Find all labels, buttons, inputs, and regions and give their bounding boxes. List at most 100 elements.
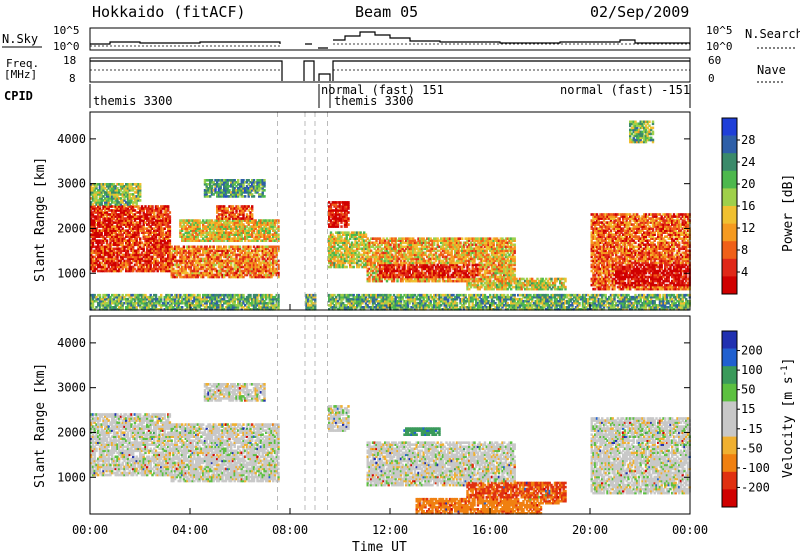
power-cell [116, 197, 119, 200]
power-cell [149, 269, 152, 273]
power-cell [119, 233, 123, 236]
power-cell [144, 259, 147, 263]
power-cell [91, 265, 95, 269]
power-cell [118, 217, 121, 220]
power-cell [205, 267, 208, 271]
power-cell [137, 299, 140, 303]
power-cell [139, 223, 142, 226]
power-cell [217, 263, 221, 267]
power-cell [184, 299, 187, 303]
power-cell [196, 306, 200, 309]
power-cell [137, 259, 140, 263]
power-cell [91, 306, 95, 309]
power-cell [175, 308, 179, 311]
power-cell [125, 259, 128, 263]
power-cell [123, 217, 126, 220]
power-cell [102, 308, 105, 311]
nave-label: Nave [757, 63, 786, 77]
power-cell [135, 293, 138, 297]
power-cell [133, 267, 137, 271]
power-cell [111, 301, 114, 305]
power-cell [119, 193, 123, 196]
power-cell [160, 211, 163, 214]
power-cell [165, 304, 168, 307]
power-cell [184, 265, 187, 269]
power-cell [121, 221, 124, 224]
power-cell [107, 301, 110, 305]
power-cell [212, 255, 215, 259]
power-cell [189, 293, 193, 297]
power-cell [179, 249, 182, 253]
power-cell [118, 253, 121, 257]
power-cell [133, 205, 137, 208]
power-cell [172, 295, 175, 299]
power-cell [209, 265, 212, 269]
power-cell [91, 263, 95, 267]
nave-tick-60: 60 [708, 54, 721, 67]
power-cell [175, 249, 179, 253]
power-cell [132, 209, 135, 212]
power-cell [217, 259, 221, 263]
power-cell [109, 213, 112, 216]
power-cell [179, 301, 182, 305]
power-cell [132, 247, 135, 251]
power-cell [182, 249, 186, 253]
power-cell [203, 189, 207, 192]
freq-tick-8: 8 [69, 72, 76, 85]
power-cell [146, 241, 149, 245]
power-cell [98, 201, 102, 204]
power-cell [105, 261, 109, 265]
power-cell [214, 269, 217, 273]
power-cell [205, 219, 208, 222]
power-cell [100, 251, 103, 255]
power-cell [98, 233, 102, 236]
power-cell [128, 183, 131, 186]
power-cell [161, 239, 165, 242]
power-cell [93, 225, 96, 228]
power-cell [109, 241, 112, 245]
power-cell [165, 223, 168, 226]
power-cell [126, 215, 130, 218]
power-cell [165, 207, 168, 210]
power-cell [121, 304, 124, 307]
power-cell [90, 243, 93, 247]
power-cell [91, 241, 95, 245]
power-cell [207, 189, 210, 192]
power-cell [109, 245, 112, 249]
power-cell [209, 195, 212, 198]
power-cell [139, 217, 142, 220]
power-cell [128, 267, 131, 271]
power-cell [118, 213, 121, 216]
power-cell [161, 255, 165, 259]
power-cell [193, 231, 196, 234]
power-cell [135, 239, 138, 242]
power-cell [116, 209, 119, 212]
power-cell [191, 269, 194, 273]
power-cell [111, 299, 114, 303]
power-cell [98, 308, 102, 311]
power-cell [216, 301, 219, 305]
power-cell [210, 263, 214, 267]
power-cell [139, 207, 142, 210]
power-cell [126, 269, 130, 273]
power-cell [111, 223, 114, 226]
power-cell [90, 225, 93, 228]
power-cell [98, 249, 102, 253]
power-cell [160, 293, 163, 297]
power-cell [214, 304, 217, 307]
power-cell [212, 235, 215, 238]
power-cell [214, 275, 217, 279]
power-cell [161, 265, 165, 269]
power-cell [195, 271, 198, 275]
power-cell [196, 275, 200, 279]
power-cell [156, 229, 159, 232]
power-cell [161, 247, 165, 251]
power-cell [195, 255, 198, 259]
power-cell [135, 259, 138, 263]
power-cell [130, 304, 133, 307]
power-cell [140, 229, 144, 232]
power-cell [97, 199, 100, 202]
power-cell [112, 213, 116, 216]
power-cell [196, 219, 200, 222]
power-cell [114, 207, 117, 210]
